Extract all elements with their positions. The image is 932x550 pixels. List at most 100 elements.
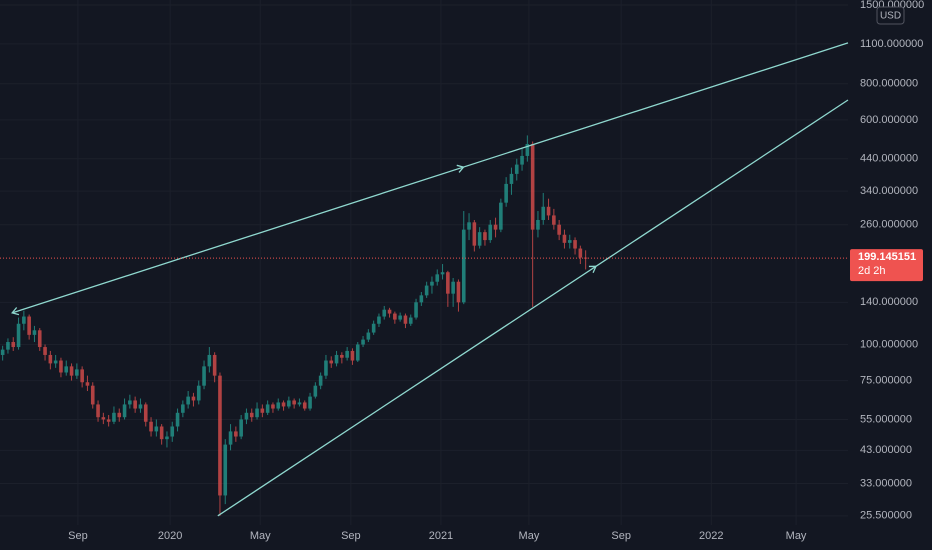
- candle-body: [138, 404, 143, 409]
- candle-body: [446, 272, 450, 294]
- candle-body: [329, 360, 334, 364]
- candle: [186, 391, 190, 409]
- candle: [562, 229, 567, 249]
- candle-body: [451, 281, 455, 294]
- candle-body: [456, 281, 461, 303]
- candle: [244, 408, 249, 425]
- candle-body: [477, 232, 482, 246]
- candle: [159, 424, 164, 445]
- candle: [207, 347, 212, 373]
- candle-body: [567, 240, 572, 243]
- candle: [80, 366, 84, 388]
- grid: [0, 0, 848, 525]
- candle: [271, 402, 275, 413]
- candle: [112, 406, 116, 425]
- candle: [249, 408, 254, 422]
- candle: [191, 392, 196, 407]
- candle: [32, 325, 37, 343]
- candle: [329, 356, 334, 368]
- x-tick-label: 2021: [429, 530, 453, 542]
- candle: [361, 336, 365, 348]
- candle: [530, 141, 535, 307]
- candle-body: [483, 232, 487, 241]
- candle-body: [382, 309, 387, 317]
- candle: [154, 419, 159, 437]
- candle: [122, 398, 127, 420]
- candle: [48, 350, 53, 370]
- y-tick-label: 43.000000: [860, 444, 912, 456]
- candle: [260, 404, 265, 418]
- candle-body: [59, 360, 63, 373]
- candle: [165, 431, 169, 448]
- candle: [302, 400, 307, 411]
- y-tick-label: 140.000000: [860, 296, 918, 308]
- candle-body: [202, 366, 206, 386]
- candle: [435, 269, 440, 286]
- candle-body: [308, 396, 312, 409]
- candle: [483, 229, 487, 246]
- candle: [27, 314, 31, 340]
- candle-body: [249, 412, 254, 418]
- candle-body: [271, 404, 275, 409]
- candle: [64, 360, 69, 376]
- candle: [408, 314, 413, 326]
- candle-body: [509, 173, 514, 184]
- candle: [393, 311, 397, 324]
- x-tick-label: Sep: [68, 530, 88, 542]
- y-tick-label: 1100.000000: [860, 38, 923, 50]
- x-tick-label: Sep: [611, 530, 631, 542]
- candle: [85, 375, 90, 392]
- candle: [324, 354, 328, 379]
- candle-body: [260, 408, 265, 413]
- candle: [334, 350, 339, 367]
- candle: [499, 198, 503, 233]
- candle: [520, 147, 524, 171]
- y-tick-label: 600.000000: [860, 114, 918, 126]
- candle: [223, 439, 228, 505]
- candle: [467, 213, 471, 241]
- candle-body: [297, 402, 302, 405]
- candle: [175, 408, 180, 432]
- y-tick-label: 33.000000: [860, 477, 912, 489]
- candle: [488, 219, 493, 243]
- candle-body: [228, 431, 233, 445]
- candle: [340, 352, 344, 364]
- candle: [22, 310, 26, 331]
- candle-body: [64, 366, 69, 373]
- y-tick-label: 1500.000000: [860, 0, 924, 11]
- candle-body: [281, 402, 286, 407]
- candle-body: [43, 347, 47, 355]
- candle-body: [424, 285, 429, 296]
- candle-body: [133, 400, 137, 409]
- candle: [37, 328, 42, 351]
- candle: [573, 237, 577, 255]
- y-tick-label: 75.000000: [860, 374, 912, 386]
- candle-body: [493, 224, 498, 230]
- candle-body: [186, 396, 190, 405]
- candle-body: [80, 369, 84, 383]
- candle: [318, 372, 323, 390]
- y-tick-label: 440.000000: [860, 153, 918, 165]
- candle-body: [122, 404, 127, 418]
- candle: [128, 394, 132, 409]
- candle-body: [504, 183, 508, 203]
- candle: [414, 298, 418, 320]
- candle-body: [461, 229, 466, 303]
- candle-body: [573, 240, 577, 249]
- candle: [552, 208, 556, 230]
- candle-body: [324, 360, 328, 376]
- countdown-label: 2d 2h: [858, 265, 886, 277]
- trend-arrow: [11, 307, 20, 316]
- candle: [567, 234, 572, 249]
- candle-body: [287, 400, 291, 407]
- candle-body: [128, 400, 132, 405]
- candle-body: [90, 385, 95, 405]
- candle-body: [37, 330, 42, 348]
- candle-body: [117, 412, 122, 418]
- candle-body: [48, 354, 53, 364]
- candle: [525, 135, 530, 162]
- candle-body: [546, 206, 551, 216]
- x-tick-label: May: [786, 530, 807, 542]
- candle: [53, 354, 58, 368]
- candle: [117, 408, 122, 422]
